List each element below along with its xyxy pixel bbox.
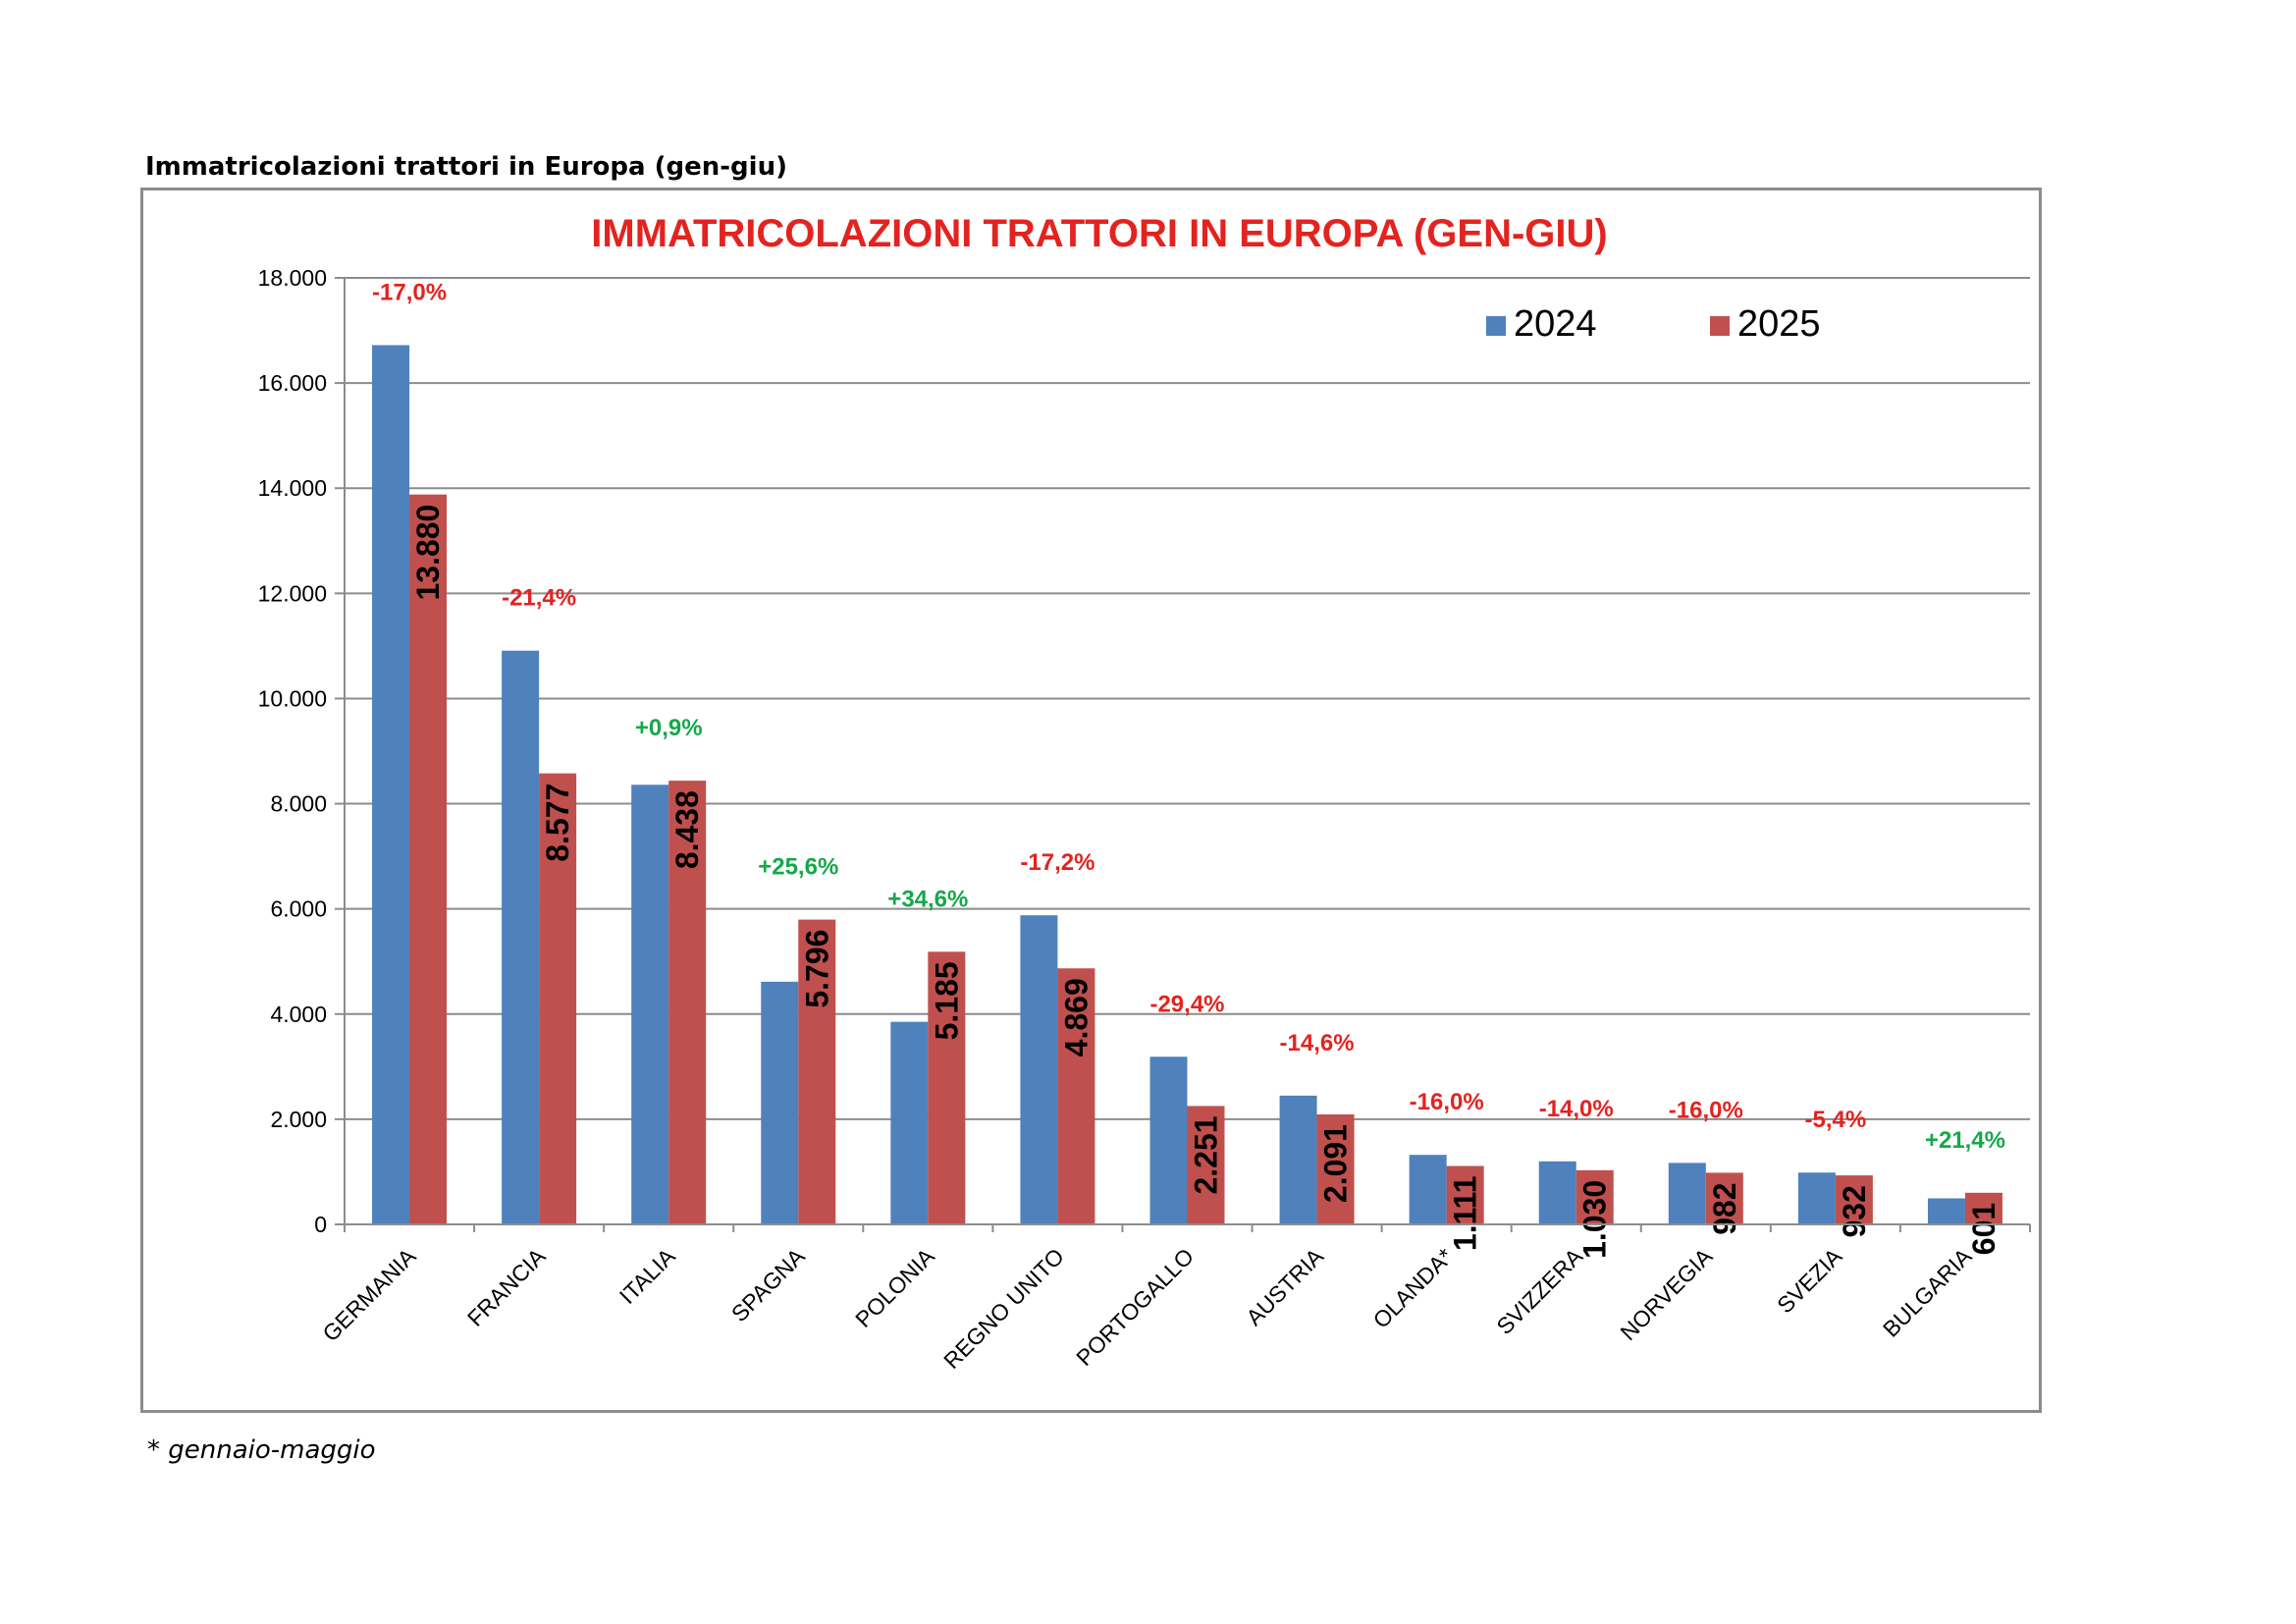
change-label: -14,6%: [1280, 1030, 1355, 1056]
bar-2024: [1020, 915, 1058, 1224]
bar-2024: [1149, 1056, 1188, 1224]
change-label: -16,0%: [1410, 1089, 1484, 1115]
data-label-2025: 1.030: [1577, 1180, 1613, 1259]
y-tick-label: 2.000: [270, 1107, 327, 1132]
chart-frame: IMMATRICOLAZIONI TRATTORI IN EUROPA (GEN…: [140, 188, 2042, 1413]
bar-2025: [1575, 1169, 1614, 1224]
category-label: FRANCIA: [462, 1243, 551, 1331]
data-label-2025: 8.438: [669, 790, 705, 869]
data-label-2025: 2.251: [1189, 1115, 1224, 1194]
data-label-2025: 4.869: [1058, 978, 1094, 1056]
legend-swatch: [1710, 316, 1730, 336]
bar-2024: [1668, 1163, 1706, 1224]
y-tick-label: 14.000: [258, 475, 327, 501]
y-tick-label: 4.000: [270, 1001, 327, 1027]
legend-swatch: [1486, 316, 1506, 336]
footnote: * gennaio-maggio: [147, 1435, 376, 1465]
change-label: -21,4%: [502, 585, 576, 612]
y-tick-label: 16.000: [258, 370, 327, 396]
bar-2025: [1835, 1175, 1873, 1224]
bar-2024: [1927, 1198, 1965, 1224]
data-label-2025: 982: [1707, 1182, 1742, 1234]
category-label: SVEZIA: [1772, 1243, 1847, 1319]
page-heading: Immatricolazioni trattori in Europa (gen…: [145, 152, 787, 182]
category-label: GERMANIA: [317, 1243, 421, 1347]
change-label: -17,2%: [1020, 849, 1095, 876]
data-label-2025: 601: [1966, 1203, 2002, 1255]
legend-label: 2024: [1514, 303, 1597, 345]
change-label: +34,6%: [887, 886, 968, 912]
data-label-2025: 2.091: [1318, 1124, 1354, 1203]
category-label: NORVEGIA: [1615, 1243, 1717, 1345]
bar-2024: [1409, 1155, 1447, 1224]
bar-2025: [798, 919, 836, 1224]
bar-2024: [890, 1021, 929, 1224]
bar-2025: [1316, 1114, 1355, 1224]
bar-2025: [409, 494, 448, 1224]
bar-chart: IMMATRICOLAZIONI TRATTORI IN EUROPA (GEN…: [258, 212, 2031, 1374]
bar-2025: [668, 781, 707, 1224]
change-label: +0,9%: [635, 715, 703, 741]
change-label: -16,0%: [1669, 1097, 1743, 1123]
category-label: PORTOGALLO: [1071, 1243, 1199, 1371]
data-label-2025: 932: [1837, 1185, 1872, 1237]
bar-2025: [1446, 1165, 1484, 1224]
bar-2025: [1187, 1106, 1225, 1224]
legend-label: 2025: [1737, 303, 1821, 345]
category-label: ITALIA: [614, 1243, 680, 1309]
change-label: -17,0%: [372, 280, 447, 306]
bar-2025: [1705, 1172, 1743, 1224]
category-label: OLANDA*: [1368, 1243, 1459, 1333]
bar-2024: [1279, 1095, 1317, 1224]
bar-2025: [1057, 968, 1095, 1224]
change-label: -5,4%: [1805, 1107, 1867, 1133]
category-label: REGNO UNITO: [938, 1243, 1069, 1374]
change-label: +25,6%: [758, 854, 838, 881]
y-tick-label: 0: [314, 1212, 327, 1237]
data-label-2025: 1.111: [1448, 1175, 1483, 1251]
data-label-2025: 13.880: [410, 505, 446, 601]
data-label-2025: 5.185: [929, 961, 964, 1040]
data-label-2025: 8.577: [540, 784, 575, 862]
change-label: -14,0%: [1539, 1096, 1614, 1122]
category-label: AUSTRIA: [1241, 1243, 1328, 1330]
data-label-2025: 5.796: [799, 930, 834, 1008]
bar-2024: [1538, 1161, 1576, 1224]
y-tick-label: 12.000: [258, 580, 327, 606]
category-label: POLONIA: [850, 1243, 939, 1332]
bar-2025: [539, 773, 577, 1224]
change-label: +21,4%: [1925, 1127, 2005, 1154]
bar-2025: [1964, 1192, 2002, 1224]
bar-2024: [372, 345, 410, 1224]
bar-2024: [761, 981, 799, 1224]
y-tick-label: 6.000: [270, 896, 327, 922]
change-label: -29,4%: [1149, 991, 1224, 1017]
bar-2024: [1797, 1172, 1836, 1224]
category-label: SPAGNA: [726, 1243, 810, 1326]
category-label: SVIZZERA: [1491, 1243, 1587, 1339]
y-tick-label: 8.000: [270, 791, 327, 817]
bar-2024: [502, 650, 540, 1224]
bar-2024: [631, 785, 669, 1224]
bar-2025: [928, 951, 966, 1224]
y-tick-label: 10.000: [258, 685, 327, 711]
category-label: BULGARIA: [1878, 1243, 1977, 1342]
y-tick-label: 18.000: [258, 265, 327, 291]
chart-title: IMMATRICOLAZIONI TRATTORI IN EUROPA (GEN…: [591, 212, 1607, 255]
